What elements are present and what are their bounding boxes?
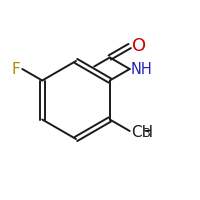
Text: NH: NH (131, 62, 152, 76)
Text: 3: 3 (142, 127, 150, 140)
Text: CH: CH (131, 124, 153, 140)
Text: O: O (132, 37, 146, 55)
Text: F: F (12, 62, 21, 76)
